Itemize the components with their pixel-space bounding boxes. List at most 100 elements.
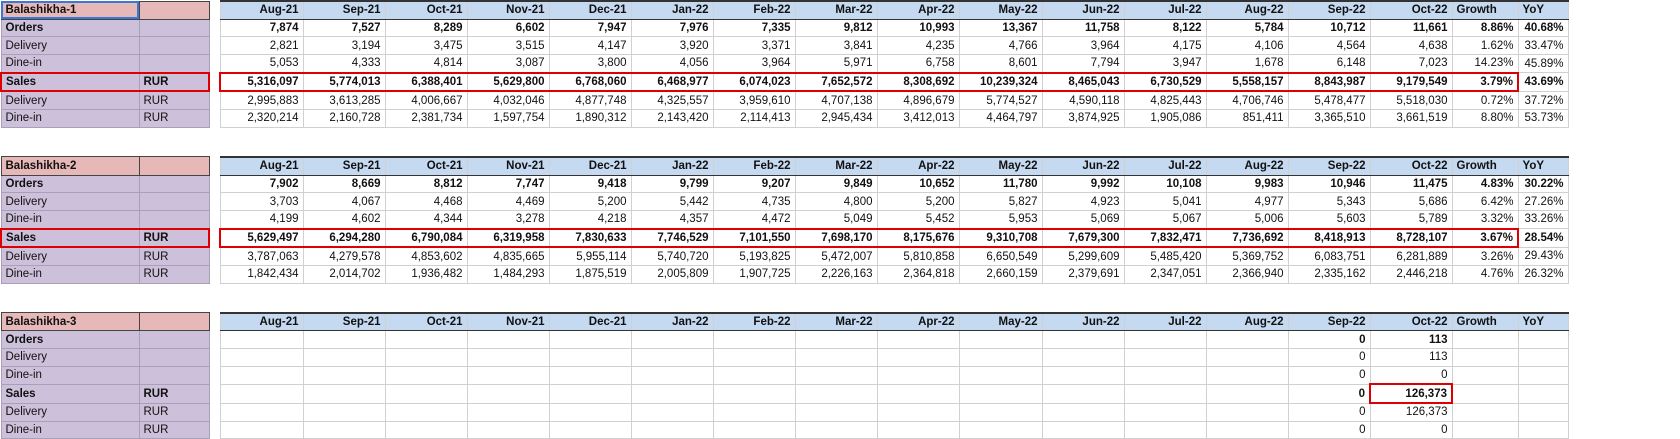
- block-title-blank-cell[interactable]: [138, 0, 210, 20]
- month-header-cell[interactable]: Jan-22: [630, 155, 714, 176]
- month-header-cell[interactable]: May-22: [958, 155, 1043, 176]
- value-cell[interactable]: 5,810,858: [876, 246, 960, 266]
- blank-cell[interactable]: [795, 283, 877, 298]
- value-cell[interactable]: [630, 348, 714, 367]
- yoy-cell[interactable]: 33.26%: [1517, 209, 1569, 230]
- value-cell[interactable]: 4,325,557: [630, 90, 714, 111]
- value-cell[interactable]: 6,790,084: [384, 227, 468, 249]
- month-header-cell[interactable]: Oct-21: [384, 311, 468, 332]
- value-cell[interactable]: 2,347,051: [1123, 264, 1207, 284]
- value-cell[interactable]: 2,821: [219, 36, 304, 56]
- value-cell[interactable]: 6,602: [466, 18, 550, 38]
- row-label-cell[interactable]: Delivery: [0, 246, 140, 266]
- value-cell[interactable]: [712, 348, 796, 367]
- value-cell[interactable]: [466, 330, 550, 349]
- value-cell[interactable]: 4,853,602: [384, 246, 468, 266]
- value-cell[interactable]: 4,469: [466, 192, 550, 211]
- value-cell[interactable]: 9,179,549: [1369, 71, 1453, 93]
- value-cell[interactable]: 5,827: [958, 192, 1043, 211]
- value-cell[interactable]: 0: [1287, 348, 1371, 367]
- row-label-cell[interactable]: Orders: [0, 330, 140, 349]
- value-cell[interactable]: 5,955,114: [548, 246, 632, 266]
- month-header-cell[interactable]: Jun-22: [1041, 155, 1125, 176]
- value-cell[interactable]: 5,789: [1369, 209, 1453, 230]
- month-header-cell[interactable]: Aug-22: [1205, 311, 1289, 332]
- value-cell[interactable]: [1123, 420, 1207, 439]
- value-cell[interactable]: 8,418,913: [1287, 227, 1371, 249]
- yoy-cell[interactable]: [1517, 365, 1569, 385]
- blank-cell[interactable]: [631, 127, 713, 142]
- value-cell[interactable]: 5,053: [219, 54, 304, 74]
- block-title-blank-cell[interactable]: [138, 312, 210, 332]
- blank-cell[interactable]: [1288, 142, 1370, 157]
- value-cell[interactable]: [302, 365, 386, 385]
- spreadsheet-grid[interactable]: Balashikha-1 Aug-21 Sep-21 Oct-21 Nov-21 Dec-…: [0, 0, 1569, 439]
- blank-cell[interactable]: [631, 298, 713, 313]
- blank-cell[interactable]: [631, 283, 713, 298]
- month-header-cell[interactable]: Oct-21: [384, 0, 468, 20]
- month-header-cell[interactable]: May-22: [958, 311, 1043, 332]
- growth-cell[interactable]: 8.80%: [1451, 109, 1519, 128]
- blank-cell[interactable]: [220, 283, 303, 298]
- value-cell[interactable]: 1,907,725: [712, 264, 796, 284]
- value-cell[interactable]: [302, 348, 386, 367]
- growth-header-cell[interactable]: Growth: [1451, 155, 1519, 176]
- value-cell[interactable]: 4,825,443: [1123, 90, 1207, 111]
- month-header-cell[interactable]: Jul-22: [1123, 0, 1207, 20]
- yoy-cell[interactable]: 29.43%: [1517, 246, 1569, 266]
- row-label-cell[interactable]: Dine-in: [0, 365, 140, 385]
- block-title-cell[interactable]: Balashikha-1: [0, 0, 140, 20]
- blank-cell[interactable]: [467, 127, 549, 142]
- value-cell[interactable]: 4,706,746: [1205, 90, 1289, 111]
- value-cell[interactable]: 11,661: [1369, 18, 1453, 38]
- blank-cell[interactable]: [549, 283, 631, 298]
- blank-cell[interactable]: [877, 142, 959, 157]
- value-cell[interactable]: 9,983: [1205, 174, 1289, 194]
- currency-cell[interactable]: [138, 348, 210, 367]
- value-cell[interactable]: 5,006: [1205, 209, 1289, 230]
- value-cell[interactable]: 4,977: [1205, 192, 1289, 211]
- value-cell[interactable]: [958, 383, 1043, 404]
- value-cell[interactable]: 5,558,157: [1205, 71, 1289, 93]
- yoy-cell[interactable]: 26.32%: [1517, 264, 1569, 284]
- blank-cell[interactable]: [1206, 142, 1288, 157]
- value-cell[interactable]: 5,686: [1369, 192, 1453, 211]
- growth-cell[interactable]: 3.32%: [1451, 209, 1519, 230]
- value-cell[interactable]: 2,226,163: [794, 264, 878, 284]
- blank-cell[interactable]: [1, 142, 139, 157]
- row-label-cell[interactable]: Sales: [0, 71, 140, 93]
- blank-cell[interactable]: [1518, 127, 1568, 142]
- value-cell[interactable]: 4,814: [384, 54, 468, 74]
- value-cell[interactable]: 7,736,692: [1205, 227, 1289, 249]
- value-cell[interactable]: 9,992: [1041, 174, 1125, 194]
- value-cell[interactable]: [1123, 330, 1207, 349]
- blank-cell[interactable]: [385, 283, 467, 298]
- growth-header-cell[interactable]: Growth: [1451, 311, 1519, 332]
- value-cell[interactable]: [1205, 348, 1289, 367]
- blank-cell[interactable]: [303, 127, 385, 142]
- value-cell[interactable]: [548, 330, 632, 349]
- value-cell[interactable]: 1,842,434: [219, 264, 304, 284]
- blank-cell[interactable]: [303, 298, 385, 313]
- blank-cell[interactable]: [1452, 298, 1518, 313]
- blank-cell[interactable]: [1370, 283, 1452, 298]
- blank-cell[interactable]: [467, 142, 549, 157]
- value-cell[interactable]: 10,108: [1123, 174, 1207, 194]
- value-cell[interactable]: 4,464,797: [958, 109, 1043, 128]
- yoy-cell[interactable]: [1517, 348, 1569, 367]
- value-cell[interactable]: 4,766: [958, 36, 1043, 56]
- value-cell[interactable]: 4,800: [794, 192, 878, 211]
- value-cell[interactable]: [302, 383, 386, 404]
- value-cell[interactable]: 10,946: [1287, 174, 1371, 194]
- value-cell[interactable]: 6,388,401: [384, 71, 468, 93]
- value-cell[interactable]: 0: [1369, 420, 1453, 439]
- month-header-cell[interactable]: May-22: [958, 0, 1043, 20]
- value-cell[interactable]: 7,947: [548, 18, 632, 38]
- value-cell[interactable]: 7,101,550: [712, 227, 796, 249]
- value-cell[interactable]: 2,320,214: [219, 109, 304, 128]
- month-header-cell[interactable]: Jul-22: [1123, 155, 1207, 176]
- value-cell[interactable]: 5,343: [1287, 192, 1371, 211]
- row-label-cell[interactable]: Dine-in: [0, 54, 140, 74]
- yoy-cell[interactable]: [1517, 330, 1569, 349]
- blank-cell[interactable]: [209, 142, 220, 157]
